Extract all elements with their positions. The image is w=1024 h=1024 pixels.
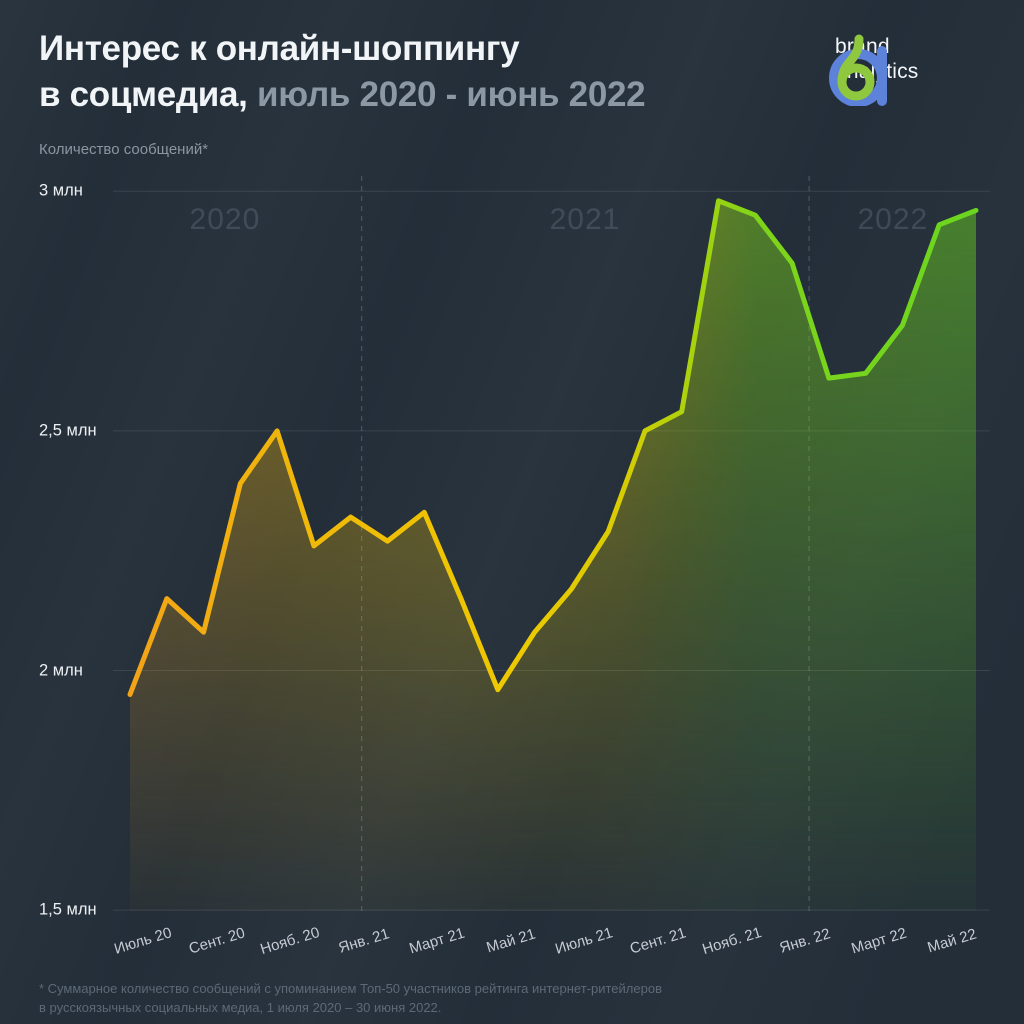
y-axis-tick-label: 2 млн: [39, 661, 83, 679]
page-title-period: июль 2020 - июнь 2022: [247, 75, 646, 114]
footnote-line1: * Суммарное количество сообщений с упоми…: [39, 981, 662, 996]
y-axis-tick-label: 1,5 млн: [39, 900, 97, 919]
year-label: 2020: [189, 203, 261, 236]
year-label: 2021: [549, 203, 621, 236]
y-axis-tick-label: 3 млн: [39, 181, 83, 200]
year-label: 2022: [857, 203, 929, 236]
page-title-line1: Интерес к онлайн-шоппингу: [39, 29, 520, 68]
y-axis-tick-label: 2,5 млн: [39, 421, 97, 440]
chart-line: [127, 198, 979, 697]
page-title: Интерес к онлайн-шоппингу в соцмедиа, ию…: [39, 26, 646, 118]
y-axis-title: Количество сообщений*: [39, 141, 209, 158]
page-title-line2: в соцмедиа, июль 2020 - июнь 2022: [39, 75, 646, 114]
brand-analytics-logo-icon: [829, 34, 887, 106]
footnote-line2: в русскоязычных социальных медиа, 1 июля…: [39, 1000, 442, 1015]
footnote: * Суммарное количество сообщений с упоми…: [39, 979, 662, 1017]
brand-analytics-logo: brand analytics: [826, 34, 919, 106]
chart-area: [130, 200, 976, 912]
